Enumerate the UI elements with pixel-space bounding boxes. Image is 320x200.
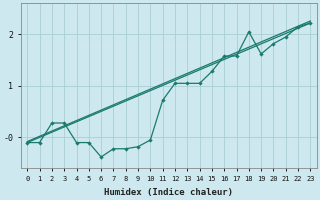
X-axis label: Humidex (Indice chaleur): Humidex (Indice chaleur): [104, 188, 233, 197]
